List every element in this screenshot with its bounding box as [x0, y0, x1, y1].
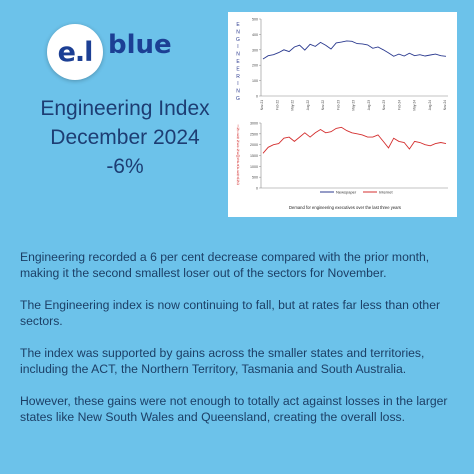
y-axis-label-letter: G [236, 37, 240, 43]
y-axis-label-letter: R [237, 172, 240, 177]
y-axis-label-letter: N [236, 52, 240, 58]
x-tick-label: Feb-23 [336, 100, 340, 110]
y-axis-label-letter: I [237, 123, 238, 128]
legend-label-newspaper: Newspaper [336, 190, 357, 195]
y-axis-label-letter: E [236, 66, 240, 72]
paragraph-1: Engineering recorded a 6 per cent decrea… [20, 250, 430, 280]
y-tick-label: 0 [256, 187, 258, 191]
x-tick-label: Aug-23 [367, 100, 371, 111]
y-axis-label-letter: E [236, 22, 240, 28]
y-axis-label-letter: N [237, 126, 240, 131]
x-tick-label: Nov-22 [321, 100, 325, 111]
paragraph-2: The Engineering index is now continuing … [20, 298, 441, 328]
y-axis-label-letter: T [237, 129, 240, 134]
x-tick-label: Feb-22 [275, 100, 279, 110]
legend-label-internet: Internet [379, 190, 393, 195]
y-axis-label-letter: N [236, 29, 240, 35]
y-tick-label: 1500 [250, 154, 258, 158]
x-tick-label: Nov-23 [382, 100, 386, 111]
y-tick-label: 1000 [250, 165, 258, 169]
y-tick-label: 0 [256, 95, 258, 99]
y-axis-label-letter: E [237, 150, 240, 155]
y-axis-label-letter: P [237, 160, 240, 165]
y-axis-label-letter: A [237, 175, 240, 180]
y-axis-label-letter: I [237, 44, 238, 50]
y-axis-label-letter: A [237, 163, 240, 168]
x-tick-label: May-23 [352, 100, 356, 111]
y-tick-label: 2500 [250, 132, 258, 136]
x-tick-label: May-24 [413, 100, 417, 111]
chart-card: 500 400 300 200 100 0 E N G I N E E R I N G Nov-21 Feb-22 M… [228, 12, 457, 217]
headline: Engineering Index December 2024 -6% [18, 94, 232, 181]
y-tick-label: 200 [252, 64, 258, 68]
y-axis-label-letter: N [237, 147, 240, 152]
y-axis-label-letter: N [237, 178, 240, 183]
y-tick-label: 3000 [250, 122, 258, 126]
y-axis-label-letter: R [237, 135, 240, 140]
series-line-internet [262, 126, 447, 154]
series-line-newspaper [262, 40, 447, 60]
y-axis-label-letter: N [236, 89, 240, 95]
y-axis-label-letter: I [237, 81, 238, 87]
paragraph-4: However, these gains were not enough to … [20, 394, 448, 424]
y-tick-label: 500 [252, 176, 258, 180]
y-axis-label-letter: E [236, 59, 240, 65]
y-axis-label-letter: P [237, 166, 240, 171]
headline-title: Engineering Index [40, 97, 210, 120]
x-tick-label: Feb-24 [397, 100, 401, 110]
y-axis-label-letter: N [237, 138, 240, 143]
y-tick-label: 400 [252, 33, 258, 37]
y-tick-label: 500 [252, 18, 258, 22]
y-axis-label-letter: E [237, 132, 240, 137]
logo-mark: e.l [57, 36, 94, 68]
logo-wordmark: blue [108, 30, 172, 60]
headline-date: December 2024 [50, 126, 200, 149]
y-axis-label-letter: E [237, 141, 240, 146]
y-axis-label-letter: T [237, 144, 240, 149]
x-tick-label: May-22 [291, 100, 295, 111]
chart-caption: Demand for engineering executives over t… [289, 205, 401, 210]
x-tick-label: Aug-22 [306, 100, 310, 111]
y-axis-label-letter: R [236, 74, 240, 80]
y-axis-label-letter: S [237, 157, 240, 162]
x-tick-label: Nov-21 [260, 100, 264, 111]
y-axis-label-letter: W [236, 154, 240, 159]
x-tick-label: Aug-24 [428, 100, 432, 111]
y-axis-label-letter: E [237, 169, 240, 174]
logo-badge: e.l [47, 24, 103, 80]
y-tick-label: 300 [252, 48, 258, 52]
article-body: Engineering recorded a 6 per cent decrea… [20, 249, 460, 441]
y-tick-label: 2000 [250, 143, 258, 147]
headline-change: -6% [106, 155, 144, 178]
y-tick-label: 100 [252, 79, 258, 83]
y-axis-label-letter: D [237, 181, 240, 186]
x-tick-label: Nov-24 [443, 100, 447, 111]
y-axis-label-letter: G [236, 96, 240, 102]
paragraph-3: The index was supported by gains across … [20, 346, 425, 376]
